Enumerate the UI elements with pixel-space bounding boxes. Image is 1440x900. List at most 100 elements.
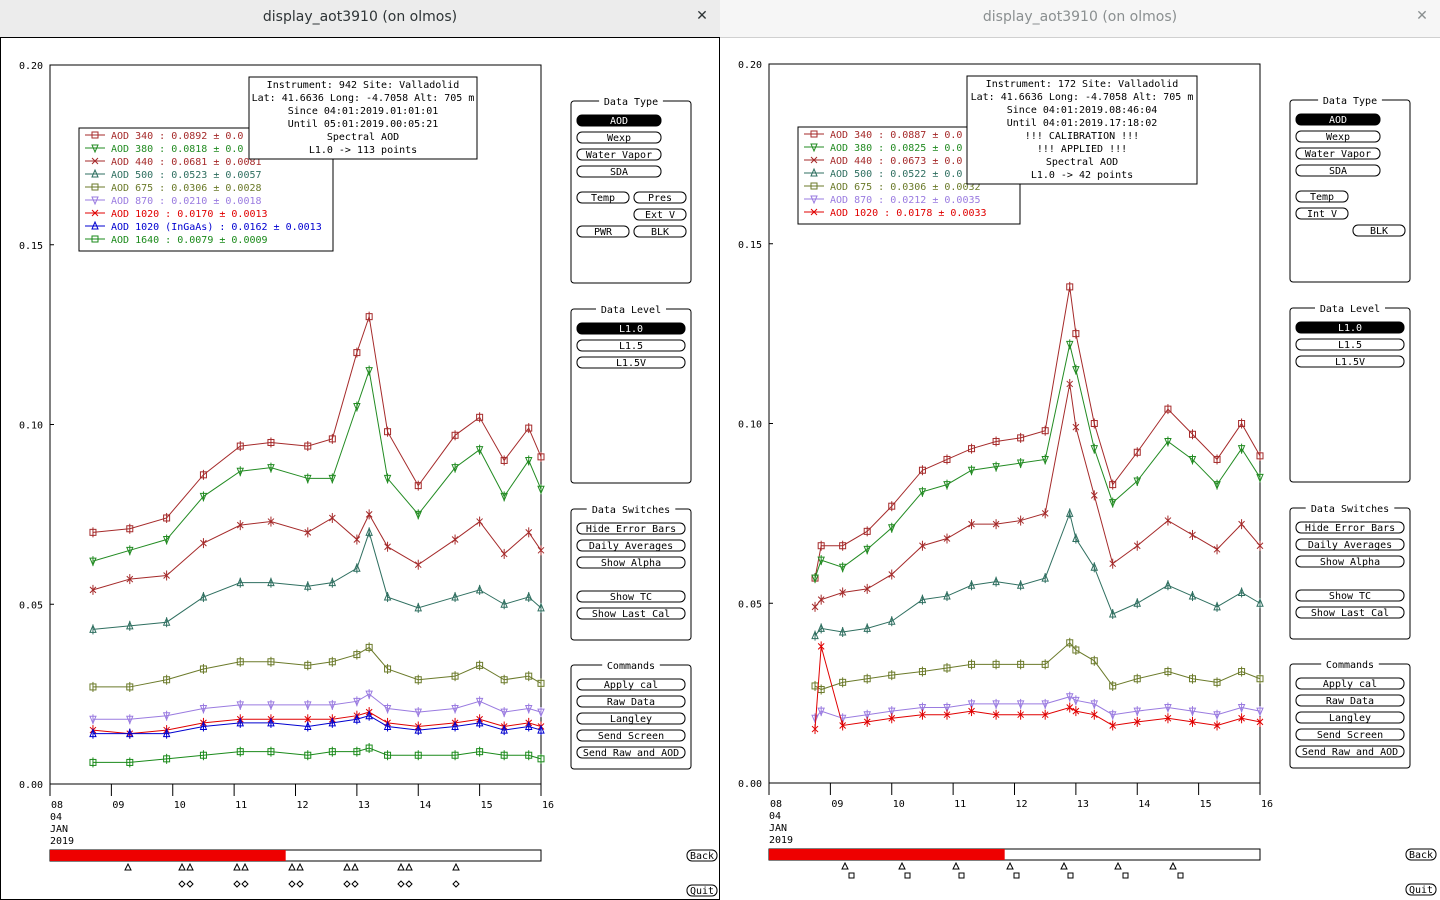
data-point xyxy=(89,624,97,633)
daily-averages-button-label: Daily Averages xyxy=(589,541,673,552)
show-last-cal-button-label: Show Last Cal xyxy=(1311,608,1389,619)
show-last-cal-button[interactable] xyxy=(576,607,686,620)
int-v-button[interactable] xyxy=(1295,207,1349,220)
daily-averages-button[interactable] xyxy=(576,539,686,552)
pres-button[interactable] xyxy=(633,191,687,204)
data-point xyxy=(811,630,819,640)
data-point xyxy=(89,728,97,738)
temp-button[interactable] xyxy=(1295,190,1349,203)
back-button[interactable] xyxy=(686,849,718,862)
hide-error-bars-button[interactable] xyxy=(576,522,686,535)
data-point xyxy=(943,664,951,672)
close-icon[interactable]: ✕ xyxy=(1416,8,1428,24)
progress-fill xyxy=(769,849,1005,860)
data-point xyxy=(236,748,244,756)
data-point xyxy=(888,502,896,510)
triangle-marker-icon xyxy=(288,862,296,871)
send-screen-button[interactable] xyxy=(1295,728,1405,741)
data-point xyxy=(328,658,336,666)
raw-data-button[interactable] xyxy=(1295,694,1405,707)
data-point xyxy=(1090,711,1098,719)
quit-button-label: Quit xyxy=(690,886,714,897)
data-point xyxy=(1016,700,1025,710)
wexp-button[interactable] xyxy=(1295,130,1381,143)
sda-button[interactable] xyxy=(576,165,662,178)
data-point xyxy=(267,464,275,473)
data-point xyxy=(1256,718,1264,726)
apply-cal-button[interactable] xyxy=(1295,677,1405,690)
level-l1-5-button[interactable] xyxy=(576,339,686,352)
title-bar[interactable]: display_aot3910 (on olmos) ✕ xyxy=(720,0,1440,38)
data-point xyxy=(1090,492,1098,499)
apply-cal-button[interactable] xyxy=(576,678,686,691)
quit-button[interactable] xyxy=(1405,883,1437,896)
ext-v-button[interactable] xyxy=(633,208,687,221)
data-point xyxy=(236,658,244,666)
temp-button-label: Temp xyxy=(1310,192,1334,203)
triangle-marker-icon xyxy=(898,861,906,870)
send-raw-and-aod-button[interactable] xyxy=(1295,745,1405,758)
data-point xyxy=(1072,696,1080,706)
data-point xyxy=(414,602,423,612)
data-point xyxy=(162,616,171,626)
data-point xyxy=(353,403,361,412)
temp-button[interactable] xyxy=(576,191,630,204)
blk-button[interactable] xyxy=(1352,224,1406,237)
data-point xyxy=(304,661,312,669)
blk-button[interactable] xyxy=(633,225,687,238)
level-l1-0-button[interactable] xyxy=(1295,321,1405,334)
hide-error-bars-button[interactable] xyxy=(1295,521,1405,534)
show-tc-button[interactable] xyxy=(576,590,686,603)
show-alpha-button[interactable] xyxy=(1295,555,1405,568)
data-level-panel xyxy=(1289,307,1411,483)
daily-averages-button[interactable] xyxy=(1295,538,1405,551)
water-vapor-button[interactable] xyxy=(1295,147,1381,160)
data-point xyxy=(1041,455,1049,465)
send-screen-button[interactable] xyxy=(576,729,686,742)
raw-data-button[interactable] xyxy=(576,695,686,708)
close-icon[interactable]: ✕ xyxy=(696,8,708,24)
langley-button[interactable] xyxy=(576,712,686,725)
title-bar[interactable]: display_aot3910 (on olmos) ✕ xyxy=(0,0,720,38)
legend-label: AOD 1020 (InGaAs) : 0.0162 ± 0.0013 xyxy=(111,222,322,233)
aod-button[interactable] xyxy=(1295,113,1381,126)
pwr-button[interactable] xyxy=(576,225,630,238)
sda-button[interactable] xyxy=(1295,164,1381,177)
show-last-cal-button[interactable] xyxy=(1295,606,1405,619)
data-point xyxy=(475,446,484,455)
langley-button[interactable] xyxy=(1295,711,1405,724)
data-point xyxy=(328,717,337,727)
data-point xyxy=(304,581,312,590)
data-point xyxy=(1072,533,1080,543)
level-l1-5v-button[interactable] xyxy=(1295,355,1405,368)
water-vapor-button[interactable] xyxy=(576,148,662,161)
show-tc-button[interactable] xyxy=(1295,589,1405,602)
level-l1-5-button[interactable] xyxy=(1295,338,1405,351)
x-tick-label: 12 xyxy=(1016,799,1028,810)
data-point xyxy=(525,528,533,536)
quit-button[interactable] xyxy=(686,884,718,897)
data-point xyxy=(1237,704,1246,713)
int-v-button-label: Int V xyxy=(1307,209,1337,220)
data-level-panel-title: Data Level xyxy=(601,305,661,316)
data-point xyxy=(267,518,275,525)
legend-marker xyxy=(91,196,99,206)
data-point xyxy=(1090,657,1098,665)
triangle-marker-icon xyxy=(186,862,194,871)
data-point xyxy=(1065,508,1074,517)
diamond-marker-icon xyxy=(452,880,460,888)
data-switches-panel-title: Data Switches xyxy=(1311,504,1389,515)
data-point xyxy=(162,728,171,738)
level-l1-0-button[interactable] xyxy=(576,322,686,335)
send-raw-and-aod-button[interactable] xyxy=(576,746,686,759)
legend-label: AOD 500 : 0.0522 ± 0.0 xyxy=(830,169,962,180)
legend-marker xyxy=(91,183,99,191)
level-l1-5v-button[interactable] xyxy=(576,356,686,369)
info-line: Spectral AOD xyxy=(327,132,399,143)
show-alpha-button[interactable] xyxy=(576,556,686,569)
back-button[interactable] xyxy=(1405,848,1437,861)
wexp-button[interactable] xyxy=(576,131,662,144)
aod-button[interactable] xyxy=(576,114,662,127)
langley-button-label: Langley xyxy=(1329,713,1371,724)
data-point xyxy=(943,704,951,713)
